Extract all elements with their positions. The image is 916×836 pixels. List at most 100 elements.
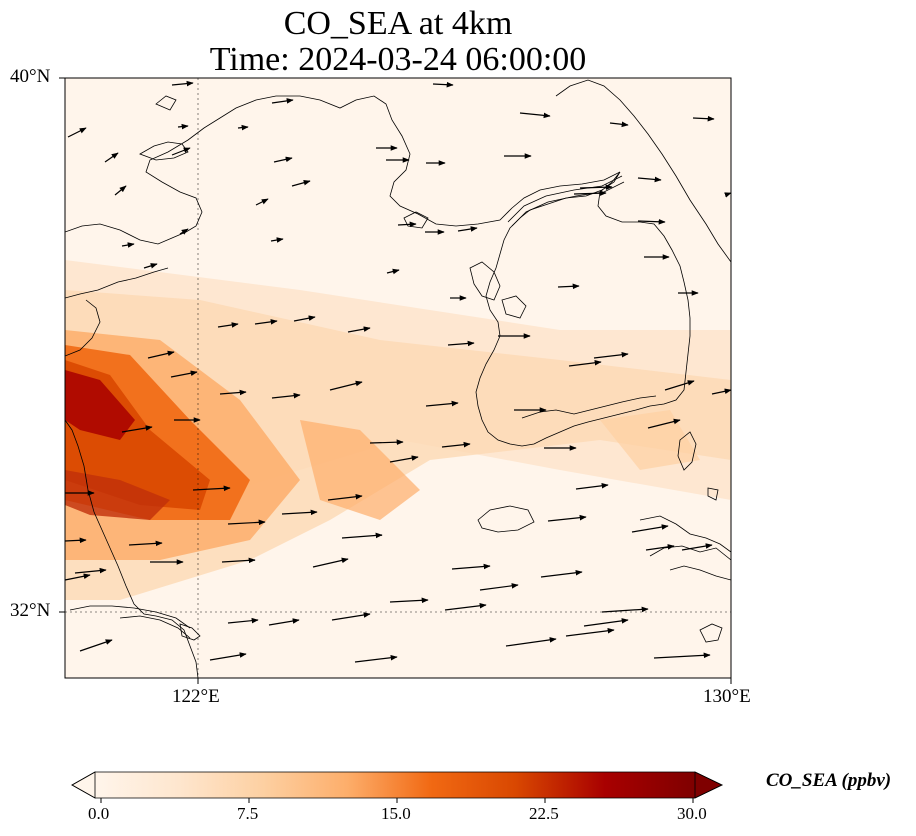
map-title-line2: Time: 2024-03-24 06:00:00: [209, 41, 587, 78]
colorbar-min-extend: [71, 771, 96, 799]
wind-arrow: [331, 612, 371, 621]
wind-arrow: [128, 540, 163, 547]
lon-tick-label-left: 122°E: [172, 686, 220, 707]
wind-arrow: [664, 380, 695, 391]
concentration-field: [65, 78, 731, 678]
wind-arrow: [425, 400, 459, 407]
wind-arrow: [171, 147, 191, 156]
wind-arrow: [254, 319, 278, 325]
colorbar-tick-label: 15.0: [381, 804, 411, 823]
wind-arrow: [327, 493, 363, 501]
colorbar-tick-label: 7.5: [237, 804, 259, 823]
wind-arrow: [565, 628, 615, 637]
colorbar: [71, 771, 723, 803]
wind-arrow: [637, 176, 662, 183]
wind-arrow: [227, 519, 266, 526]
wind-arrow: [432, 81, 454, 88]
wind-vectors: [64, 80, 732, 663]
wind-arrow: [227, 617, 259, 624]
wind-arrow: [711, 388, 732, 395]
wind-arrow: [441, 441, 471, 448]
wind-arrow: [217, 322, 239, 328]
wind-arrow: [601, 606, 649, 613]
wind-arrow: [369, 439, 404, 445]
wind-arrow: [64, 537, 87, 544]
wind-arrow: [575, 483, 609, 490]
colorbar-label: CO_SEA (ppbv): [766, 770, 892, 791]
colorbar-tick-label: 30.0: [677, 804, 707, 823]
wind-arrow: [219, 389, 247, 396]
wind-arrow: [389, 597, 429, 604]
wind-arrow: [505, 637, 557, 647]
wind-arrow: [389, 455, 419, 463]
wind-arrow: [293, 315, 316, 322]
wind-arrow: [171, 80, 194, 87]
lat-tick-label-bottom: 32°N: [10, 600, 51, 621]
wind-arrow: [444, 602, 487, 611]
wind-arrow: [653, 652, 711, 659]
wind-arrow: [519, 112, 551, 119]
wind-arrow: [114, 185, 127, 196]
wind-arrow: [177, 123, 189, 130]
wind-arrow: [291, 179, 311, 187]
wind-arrow: [104, 152, 119, 163]
wind-arrow: [547, 514, 587, 522]
wind-arrow: [341, 532, 383, 539]
wind-arrow: [192, 485, 231, 492]
wind-arrow: [583, 618, 629, 627]
wind-arrow: [540, 569, 583, 578]
lat-tick-label-top: 40°N: [10, 66, 51, 87]
wind-arrow: [255, 198, 269, 206]
wind-arrow: [447, 340, 475, 347]
map-title-line1: CO_SEA at 4km: [283, 5, 513, 42]
wind-arrow: [609, 121, 629, 128]
wind-arrow: [354, 654, 398, 663]
wind-arrow: [312, 557, 349, 568]
wind-arrow: [271, 392, 301, 399]
colorbar-tick-label: 22.5: [529, 804, 559, 823]
colorbar-max-extend: [694, 771, 723, 799]
wind-arrow: [593, 351, 629, 359]
lon-tick-label-right: 130°E: [703, 686, 751, 707]
wind-arrow: [329, 380, 363, 391]
wind-arrow: [647, 418, 681, 429]
wind-arrow: [573, 190, 607, 196]
wind-arrow: [273, 156, 293, 163]
wind-arrow: [451, 563, 491, 570]
wind-arrow: [386, 268, 400, 275]
wind-arrow: [143, 263, 158, 269]
wind-arrow: [692, 115, 715, 122]
wind-arrow: [479, 583, 519, 591]
wind-arrow: [121, 425, 153, 433]
wind-arrow: [645, 544, 675, 551]
wind-arrow: [221, 557, 256, 564]
wind-arrow: [268, 618, 300, 626]
wind-arrow: [347, 326, 371, 333]
wind-arrow: [557, 283, 580, 290]
wind-arrow: [121, 242, 135, 248]
wind-arrow: [681, 543, 713, 551]
wind-arrow: [64, 573, 91, 581]
wind-arrow: [457, 226, 478, 232]
wind-arrow: [637, 218, 666, 225]
wind-arrow: [281, 509, 318, 516]
wind-arrow: [170, 370, 198, 378]
coastlines: [65, 79, 731, 678]
wind-arrow: [631, 524, 669, 533]
wind-arrow: [79, 639, 113, 652]
wind-arrow: [179, 228, 189, 235]
colorbar-tick-label: 0.0: [88, 804, 110, 823]
wind-arrow: [397, 221, 417, 228]
wind-arrow: [147, 350, 175, 359]
wind-arrow: [74, 567, 107, 574]
wind-arrow: [67, 127, 87, 138]
gridlines: [65, 78, 731, 678]
wind-arrow: [568, 360, 602, 367]
colorbar-gradient: [95, 772, 695, 798]
wind-arrow: [270, 237, 284, 243]
wind-arrow: [209, 652, 247, 661]
wind-arrow: [271, 98, 294, 104]
tick-marks: [59, 77, 732, 684]
map-frame: [64, 77, 732, 679]
